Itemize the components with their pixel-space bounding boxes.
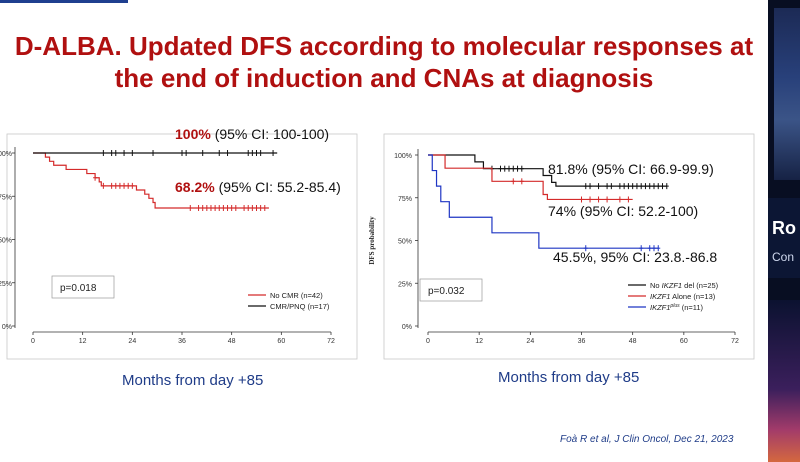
cmr-plot-frame bbox=[6, 133, 358, 360]
ikzf1-y-tick-label: 50% bbox=[398, 239, 412, 246]
ikzf1-x-tick-label: 0 bbox=[426, 338, 430, 345]
km-plot-ikzf1: 0% 25% 50% 75% 100% 0 12 24 36 48 60 72 DFS probabil… bbox=[368, 133, 755, 360]
cmr-x-tick-label: 60 bbox=[277, 338, 285, 345]
x-axis-label-cmr: Months from day +85 bbox=[122, 372, 264, 389]
slide: D-ALBA. Updated DFS according to molecul… bbox=[0, 0, 768, 462]
slide-title-line-1: D-ALBA. Updated DFS according to molecul… bbox=[14, 31, 754, 61]
ikzf1-x-tick-label: 12 bbox=[475, 338, 483, 345]
cmr-y-tick-label: 50% bbox=[0, 238, 12, 245]
ikzf1-series-2-line bbox=[428, 154, 659, 249]
ikzf1-annotation-1: 74% (95% CI: 52.2-100) bbox=[548, 203, 698, 219]
ikzf1-legend-label-1: IKZF1 Alone (n=13) bbox=[650, 292, 716, 301]
ikzf1-x-tick-label: 24 bbox=[526, 338, 534, 345]
cmr-legend-label-0: No CMR (n=42) bbox=[270, 291, 323, 300]
speaker-name: Ro bbox=[772, 218, 796, 238]
ikzf1-pvalue-text: p=0.032 bbox=[428, 286, 465, 297]
cmr-y-tick-label: 75% bbox=[0, 194, 12, 201]
ikzf1-series-0-line bbox=[428, 154, 667, 187]
ikzf1-x-tick-label: 60 bbox=[680, 338, 688, 345]
speaker-role: Con bbox=[772, 250, 795, 264]
cmr-pvalue-text: p=0.018 bbox=[60, 283, 97, 294]
slide-title: D-ALBA. Updated DFS according to molecul… bbox=[4, 30, 764, 94]
ikzf1-series-1-line bbox=[428, 154, 633, 201]
cmr-legend-label-1: CMR/PNQ (n=17) bbox=[270, 302, 330, 311]
ikzf1-annotation-0: 81.8% (95% CI: 66.9-99.9) bbox=[548, 161, 714, 177]
slide-title-line-2: the end of induction and CNAs at diagnos… bbox=[114, 63, 654, 93]
ikzf1-x-tick-label: 36 bbox=[578, 338, 586, 345]
top-accent-bar bbox=[0, 0, 128, 3]
x-axis-label-ikzf1: Months from day +85 bbox=[498, 369, 640, 386]
cmr-x-tick-label: 24 bbox=[128, 338, 136, 345]
ikzf1-legend-label-2: IKZF1plus (n=11) bbox=[650, 303, 704, 312]
speaker-video bbox=[774, 8, 800, 180]
ikzf1-x-tick-label: 48 bbox=[629, 338, 637, 345]
cmr-x-tick-label: 72 bbox=[327, 338, 335, 345]
speaker-video-panel: Ro Con bbox=[768, 0, 800, 462]
cmr-y-tick-label: 25% bbox=[0, 281, 12, 288]
cmr-x-tick-label: 36 bbox=[178, 338, 186, 345]
cmr-y-tick-label: 0% bbox=[2, 324, 12, 331]
cmr-x-tick-label: 12 bbox=[79, 338, 87, 345]
cmr-annotation-1: 68.2% (95% CI: 55.2-85.4) bbox=[175, 179, 341, 195]
ikzf1-annotation-2: 45.5%, 95% CI: 23.8.-86.8 bbox=[553, 249, 717, 265]
ikzf1-y-tick-label: 100% bbox=[394, 153, 412, 160]
ikzf1-legend-label-0: No IKZF1 del (n=25) bbox=[650, 281, 719, 290]
cmr-x-tick-label: 0 bbox=[31, 338, 35, 345]
speaker-name-band bbox=[768, 198, 800, 278]
cmr-y-tick-label: 100% bbox=[0, 151, 12, 158]
ikzf1-x-tick-label: 72 bbox=[731, 338, 739, 345]
ikzf1-y-tick-label: 25% bbox=[398, 281, 412, 288]
cmr-series-0-line bbox=[33, 152, 269, 209]
ikzf1-y-tick-label: 75% bbox=[398, 196, 412, 203]
ikzf1-y-tick-label: 0% bbox=[402, 324, 412, 331]
ikzf1-y-axis-label: DFS probability bbox=[368, 216, 376, 265]
ikzf1-plot-frame bbox=[383, 133, 755, 360]
citation: Foà R et al, J Clin Oncol, Dec 21, 2023 bbox=[560, 434, 734, 445]
cmr-x-tick-label: 48 bbox=[228, 338, 236, 345]
decorative-glow bbox=[768, 300, 800, 462]
cmr-annotation-0: 100% (95% CI: 100-100) bbox=[175, 126, 329, 142]
ikzf1-pvalue-box bbox=[419, 278, 483, 302]
km-plot-cmr: 0% 25% 50% 75% 100% 0 12 24 36 48 60 72 p=0.018 No CM… bbox=[0, 126, 358, 360]
cmr-pvalue-box bbox=[51, 275, 115, 299]
